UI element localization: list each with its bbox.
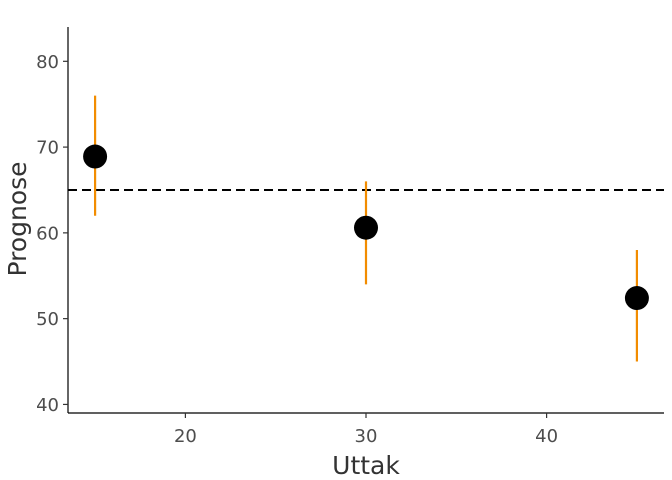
- y-axis-title: Prognose: [3, 161, 32, 276]
- x-tick-label: 30: [355, 426, 378, 447]
- plot-area: 40 50 60 70 80 20 30 40: [36, 27, 664, 447]
- y-tick-label: 60: [36, 223, 59, 244]
- x-ticks: 20 30 40: [174, 413, 558, 447]
- y-tick-label: 50: [36, 309, 59, 330]
- x-tick-label: 40: [535, 426, 558, 447]
- data-point: [354, 215, 378, 240]
- y-ticks: 40 50 60 70 80: [36, 52, 68, 416]
- data-points: [83, 144, 649, 311]
- x-tick-label: 20: [174, 426, 197, 447]
- x-axis-title: Uttak: [332, 451, 400, 480]
- y-tick-label: 40: [36, 395, 59, 416]
- y-tick-label: 70: [36, 138, 59, 159]
- y-tick-label: 80: [36, 52, 59, 73]
- data-point: [83, 144, 108, 169]
- data-point: [624, 286, 649, 311]
